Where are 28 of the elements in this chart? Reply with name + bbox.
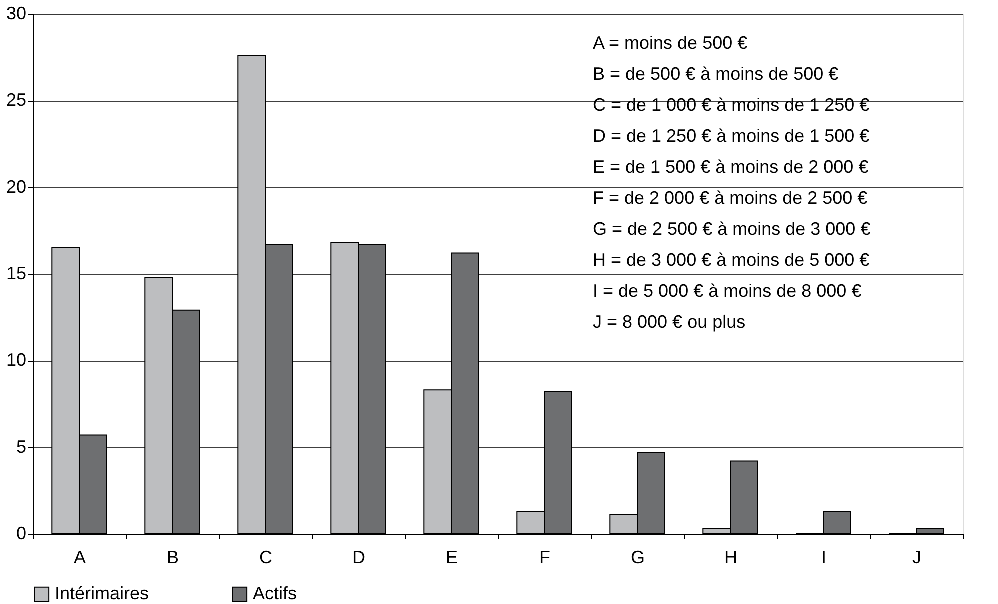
annotation: F = de 2 000 € à moins de 2 500 €: [593, 188, 868, 208]
x-tick-label: C: [260, 548, 272, 568]
x-tick-label: B: [166, 548, 180, 568]
legend-label: Intérimaires: [55, 583, 150, 604]
annotation: E = de 1 500 € à moins de 2 000 €: [593, 157, 869, 177]
x-tick-label: F: [540, 548, 550, 568]
x-tick-label: D: [352, 548, 366, 568]
x-tick-label: E: [446, 548, 458, 568]
y-tick-label: 25: [6, 90, 26, 110]
annotation: D = de 1 250 € à moins de 1 500 €: [593, 126, 870, 146]
legend-label: Actifs: [253, 583, 298, 604]
x-tick-label: J: [912, 548, 922, 568]
y-tick-label: 10: [6, 350, 26, 370]
x-tick-label: G: [630, 548, 646, 568]
x-tick-label: A: [74, 548, 86, 568]
annotation: J = 8 000 € ou plus: [593, 312, 746, 332]
y-tick-label: 0: [16, 524, 26, 544]
annotation: I = de 5 000 € à moins de 8 000 €: [593, 281, 862, 301]
y-tick-label: 5: [16, 436, 26, 457]
y-tick-label: 15: [6, 264, 26, 284]
x-tick-label: I: [821, 548, 827, 568]
y-tick-label: 30: [6, 4, 26, 24]
annotation: A = moins de 500 €: [593, 33, 748, 53]
annotation: B = de 500 € à moins de 500 €: [593, 64, 839, 84]
y-tick-label: 20: [6, 176, 26, 197]
annotation: H = de 3 000 € à moins de 5 000 €: [593, 250, 870, 270]
x-tick-label: H: [724, 548, 738, 568]
annotation: G = de 2 500 € à moins de 3 000 €: [593, 219, 871, 239]
